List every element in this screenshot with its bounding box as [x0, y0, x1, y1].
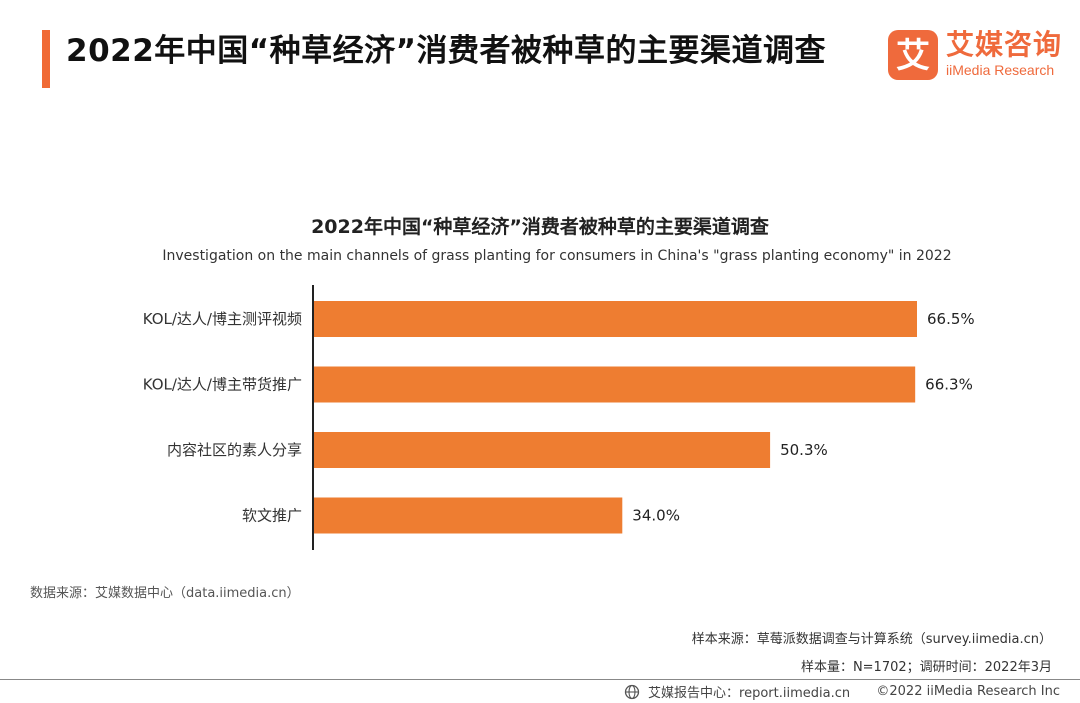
logo-subtitle: iiMedia Research [946, 62, 1055, 78]
value-label-3: 34.0% [632, 507, 680, 525]
value-label-1: 66.3% [925, 376, 973, 394]
iimedia-logo: 艾 艾媒咨询 iiMedia Research [888, 28, 1068, 84]
page-title: 2022年中国“种草经济”消费者被种草的主要渠道调查 [66, 33, 827, 69]
bar-1 [314, 366, 916, 403]
sample-info: 样本量：N=1702；调研时间：2022年3月 [800, 660, 1052, 675]
sample-source: 样本来源：草莓派数据调查与计算系统（survey.iimedia.cn） [691, 632, 1052, 647]
category-label-2: 内容社区的素人分享 [167, 441, 302, 459]
category-label-0: KOL/达人/博主测评视频 [143, 310, 302, 328]
bar-3 [314, 497, 623, 534]
footer: 艾媒报告中心：report.iimedia.cn ©2022 iiMedia R… [624, 682, 1060, 701]
bar-chart: KOL/达人/博主测评视频 66.5% KOL/达人/博主带货推广 66.3% 内容社区… [143, 285, 975, 550]
title-accent-bar [42, 30, 50, 88]
globe-icon [624, 684, 640, 699]
logo-mark: 艾 [888, 30, 938, 80]
footer-divider [0, 679, 1080, 680]
data-source: 数据来源：艾媒数据中心（data.iimedia.cn） [30, 586, 300, 601]
value-label-0: 66.5% [927, 310, 975, 328]
bar-2 [314, 432, 771, 468]
bar-0 [314, 301, 917, 337]
logo-glyph: 艾 [896, 36, 930, 76]
category-label-1: KOL/达人/博主带货推广 [143, 376, 302, 394]
logo-glyph-icon: 艾 [896, 36, 930, 76]
category-label-3: 软文推广 [242, 507, 302, 525]
value-label-2: 50.3% [780, 441, 828, 459]
chart-title: 2022年中国“种草经济”消费者被种草的主要渠道调查 [311, 216, 769, 238]
report-center-link[interactable]: 艾媒报告中心：report.iimedia.cn [648, 686, 851, 701]
chart-subtitle: Investigation on the main channels of gr… [162, 248, 952, 264]
copyright: ©2022 iiMedia Research Inc [876, 684, 1060, 699]
logo-name: 艾媒咨询 [946, 28, 1063, 61]
